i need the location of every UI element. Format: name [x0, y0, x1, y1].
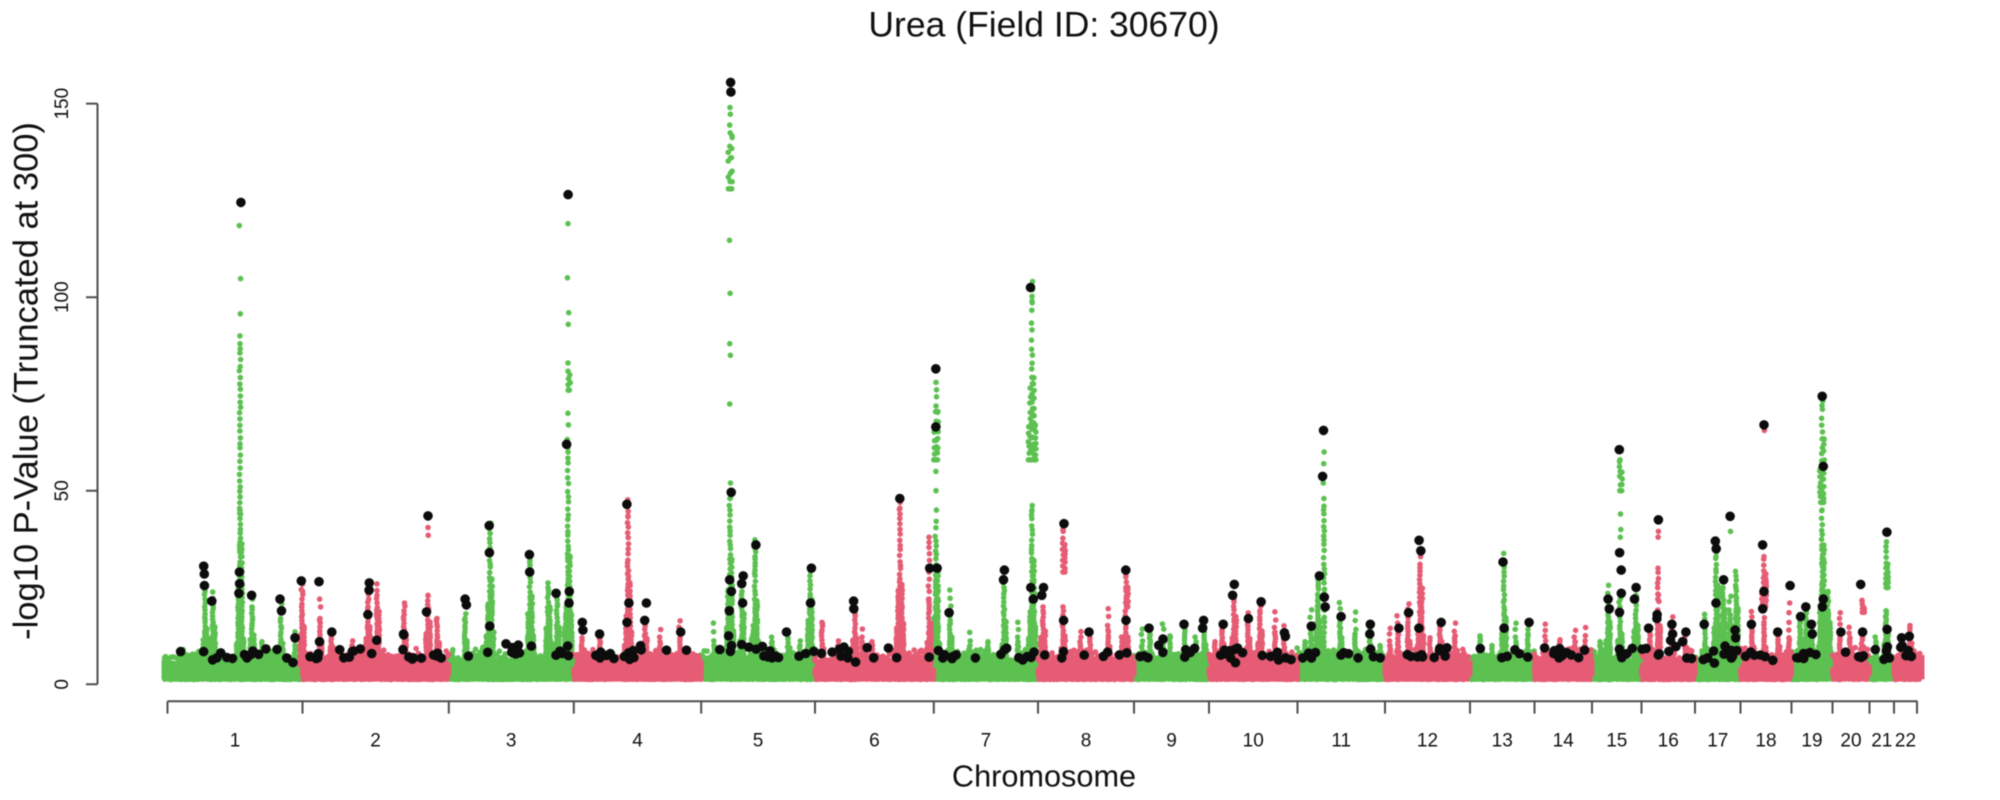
svg-text:5: 5 [753, 731, 764, 752]
svg-text:4: 4 [632, 731, 643, 752]
svg-text:18: 18 [1755, 731, 1776, 752]
svg-text:20: 20 [1840, 731, 1861, 752]
svg-text:0: 0 [52, 679, 73, 690]
svg-text:12: 12 [1417, 731, 1438, 752]
svg-text:-log10 P-Value (Truncated at 3: -log10 P-Value (Truncated at 300) [8, 122, 46, 640]
svg-text:11: 11 [1331, 731, 1351, 752]
svg-text:Chromosome: Chromosome [952, 759, 1136, 794]
svg-text:13: 13 [1492, 731, 1513, 752]
svg-text:100: 100 [52, 281, 73, 313]
svg-text:50: 50 [52, 480, 73, 501]
svg-text:7: 7 [981, 731, 992, 752]
svg-text:10: 10 [1243, 731, 1264, 752]
svg-text:6: 6 [869, 731, 880, 752]
svg-text:3: 3 [506, 731, 517, 752]
svg-text:15: 15 [1606, 731, 1627, 752]
svg-text:150: 150 [52, 88, 73, 120]
svg-text:22: 22 [1895, 731, 1916, 752]
svg-text:14: 14 [1553, 731, 1575, 752]
svg-text:1: 1 [230, 731, 241, 752]
svg-text:16: 16 [1658, 731, 1679, 752]
svg-text:21: 21 [1871, 731, 1892, 752]
svg-text:Urea (Field ID: 30670): Urea (Field ID: 30670) [868, 5, 1219, 45]
svg-text:8: 8 [1081, 731, 1092, 752]
svg-text:9: 9 [1166, 731, 1177, 752]
svg-text:2: 2 [370, 731, 381, 752]
svg-text:19: 19 [1801, 731, 1822, 752]
svg-text:17: 17 [1707, 731, 1728, 752]
